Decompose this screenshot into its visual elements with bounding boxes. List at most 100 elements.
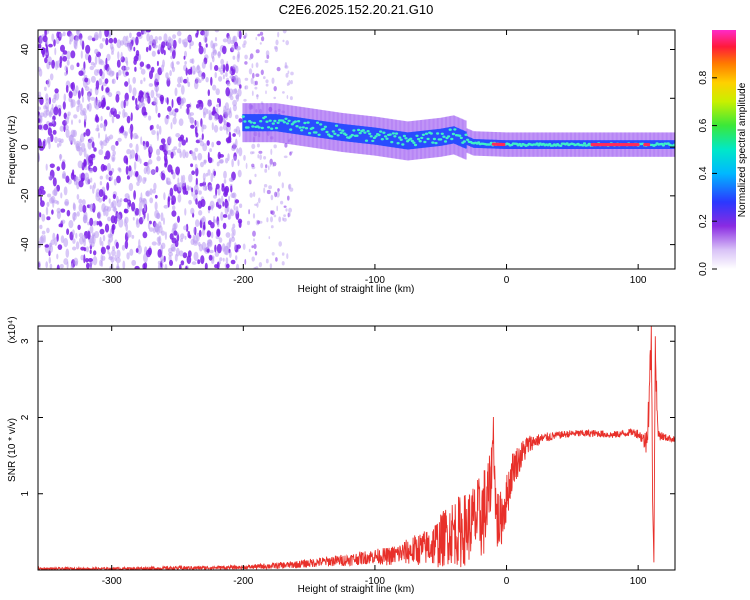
track-hot (647, 143, 651, 147)
noise-blob (61, 219, 66, 224)
noise-blob (231, 44, 236, 51)
noise-blob (113, 37, 118, 44)
noise-blob (92, 256, 98, 266)
noise-blob (85, 258, 89, 263)
noise-blob (84, 166, 88, 171)
noise-blob (46, 227, 50, 234)
noise-blob (69, 33, 74, 42)
noise-blob (149, 34, 154, 45)
y-tick-label: -40 (20, 237, 31, 252)
noise-blob (194, 147, 199, 152)
noise-blob (159, 94, 165, 102)
track-core (369, 135, 373, 138)
noise-blob (252, 213, 256, 219)
noise-blob (167, 136, 172, 145)
noise-blob (64, 65, 68, 72)
noise-blob (124, 216, 129, 224)
noise-blob (150, 169, 156, 175)
noise-blob (48, 256, 51, 264)
noise-blob (207, 239, 212, 244)
noise-blob (270, 148, 273, 155)
noise-blob (134, 265, 140, 269)
noise-blob (266, 217, 269, 223)
noise-blob (73, 138, 76, 145)
noise-blob (232, 142, 237, 150)
noise-blob (51, 33, 55, 42)
noise-blob (202, 124, 207, 130)
noise-blob (242, 243, 246, 250)
noise-blob (163, 192, 166, 201)
noise-blob (235, 255, 238, 261)
noise-blob (134, 66, 137, 72)
noise-blob (136, 217, 139, 225)
track-core (417, 137, 421, 141)
noise-blob (196, 120, 199, 129)
noise-blob (123, 99, 126, 109)
noise-blob (123, 198, 129, 203)
noise-blob (116, 175, 121, 184)
noise-blob (115, 140, 119, 146)
noise-blob (66, 228, 70, 235)
noise-blob (215, 88, 220, 96)
track-core (357, 128, 361, 132)
noise-blob (159, 172, 162, 177)
noise-blob (89, 249, 92, 254)
noise-blob (244, 32, 248, 38)
noise-blob (148, 83, 154, 87)
noise-blob (177, 76, 182, 84)
noise-blob (271, 252, 275, 256)
noise-blob (147, 95, 151, 104)
y-tick-label: 2 (20, 414, 31, 420)
noise-blob (235, 206, 239, 215)
noise-blob (171, 98, 174, 108)
noise-blob (206, 140, 210, 146)
noise-blob (175, 133, 181, 138)
noise-blob (207, 89, 210, 97)
noise-blob (257, 154, 260, 159)
noise-blob (286, 95, 289, 99)
noise-blob (111, 154, 116, 163)
noise-blob (278, 216, 282, 223)
noise-blob (230, 259, 236, 265)
noise-blob (80, 50, 83, 59)
noise-blob (76, 30, 80, 35)
noise-blob (48, 43, 53, 48)
spectrogram-y-axis-label: Frequency (Hz) (7, 116, 18, 185)
noise-blob (226, 35, 232, 45)
noise-blob (120, 100, 125, 109)
noise-blob (72, 229, 75, 236)
track-core (336, 134, 340, 137)
noise-blob (228, 250, 232, 259)
noise-blob (87, 258, 93, 262)
track-core (268, 119, 272, 122)
noise-blob (89, 203, 94, 210)
noise-blob (126, 40, 130, 49)
y-tick-label: 3 (20, 338, 31, 344)
noise-blob (265, 83, 269, 87)
noise-blob (164, 231, 167, 240)
noise-blob (53, 106, 59, 116)
noise-blob (175, 166, 181, 175)
noise-blob (255, 73, 260, 77)
noise-blob (174, 87, 178, 97)
noise-blob (119, 126, 124, 134)
noise-blob (197, 99, 203, 105)
track-core (418, 140, 422, 143)
noise-blob (189, 43, 192, 50)
noise-blob (250, 105, 254, 110)
noise-blob (59, 61, 62, 68)
noise-blob (100, 246, 106, 255)
x-tick-label: -200 (233, 275, 253, 286)
noise-blob (251, 163, 255, 168)
noise-blob (209, 148, 213, 153)
noise-blob (118, 168, 122, 173)
noise-blob (216, 243, 222, 254)
y-tick-label: 0 (20, 144, 31, 150)
noise-blob (181, 139, 186, 146)
track-core (390, 140, 394, 144)
noise-blob (194, 163, 198, 170)
noise-blob (54, 136, 58, 143)
noise-blob (232, 55, 236, 60)
noise-blob (115, 71, 119, 78)
noise-blob (111, 249, 116, 256)
